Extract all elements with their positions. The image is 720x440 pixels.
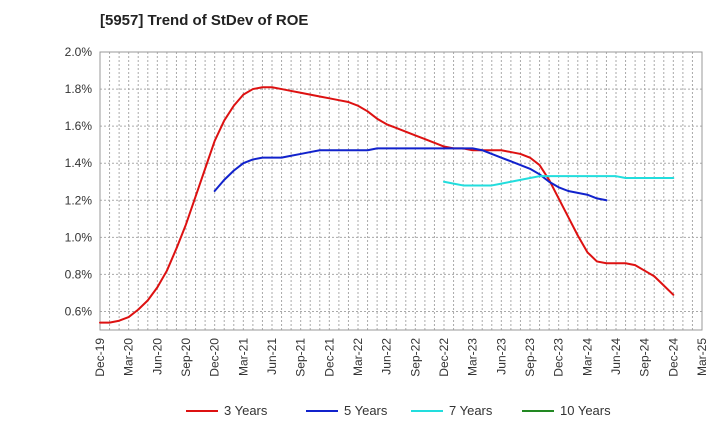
legend-label: 5 Years <box>344 403 388 418</box>
x-tick-label: Sep-24 <box>638 338 652 377</box>
legend-label: 7 Years <box>449 403 493 418</box>
x-axis-ticks: Dec-19 Mar-20 Jun-20 Sep-20 Dec-20 Mar-21 Jun-… <box>93 338 709 377</box>
x-tick-label: Dec-19 <box>93 338 107 377</box>
x-tick-label: Mar-25 <box>695 338 709 376</box>
x-tick-label: Mar-21 <box>236 338 250 376</box>
series-line-7-years <box>443 175 675 187</box>
y-tick-label: 0.6% <box>65 304 93 318</box>
x-tick-label: Jun-22 <box>380 338 394 375</box>
legend: 3 Years 5 Years 7 Years 10 Years <box>186 403 611 418</box>
x-tick-label: Sep-23 <box>523 338 537 377</box>
x-tick-label: Dec-20 <box>208 338 222 377</box>
x-tick-label: Sep-22 <box>408 338 422 377</box>
y-tick-label: 1.0% <box>65 230 93 244</box>
legend-label: 3 Years <box>224 403 268 418</box>
x-tick-label: Mar-23 <box>466 338 480 376</box>
x-tick-label: Sep-21 <box>294 338 308 377</box>
y-axis-ticks: 0.6% 0.8% 1.0% 1.2% 1.4% 1.6% 1.8% 2.0% <box>65 45 93 318</box>
x-tick-label: Dec-22 <box>437 338 451 377</box>
x-tick-label: Sep-20 <box>179 338 193 377</box>
x-tick-label: Jun-20 <box>150 338 164 375</box>
x-tick-label: Mar-22 <box>351 338 365 376</box>
y-tick-label: 1.4% <box>65 156 93 170</box>
x-tick-label: Dec-24 <box>666 338 680 377</box>
chart-title: [5957] Trend of StDev of ROE <box>100 12 308 29</box>
y-tick-label: 0.8% <box>65 267 93 281</box>
plot-frame <box>99 51 703 331</box>
x-tick-label: Jun-24 <box>609 338 623 375</box>
x-tick-label: Jun-21 <box>265 338 279 375</box>
y-tick-label: 2.0% <box>65 45 93 59</box>
legend-label: 10 Years <box>560 403 611 418</box>
x-tick-label: Mar-20 <box>122 338 136 376</box>
x-tick-label: Mar-24 <box>580 338 594 376</box>
x-tick-label: Dec-23 <box>552 338 566 377</box>
x-tick-label: Dec-21 <box>322 338 336 377</box>
series-line-3-years <box>99 86 675 324</box>
series-line-5-years <box>213 147 608 202</box>
grid-layer <box>100 51 702 330</box>
y-tick-label: 1.8% <box>65 82 93 96</box>
y-tick-label: 1.6% <box>65 119 93 133</box>
x-tick-label: Jun-23 <box>494 338 508 375</box>
y-tick-label: 1.2% <box>65 193 93 207</box>
series-layer <box>99 86 675 324</box>
